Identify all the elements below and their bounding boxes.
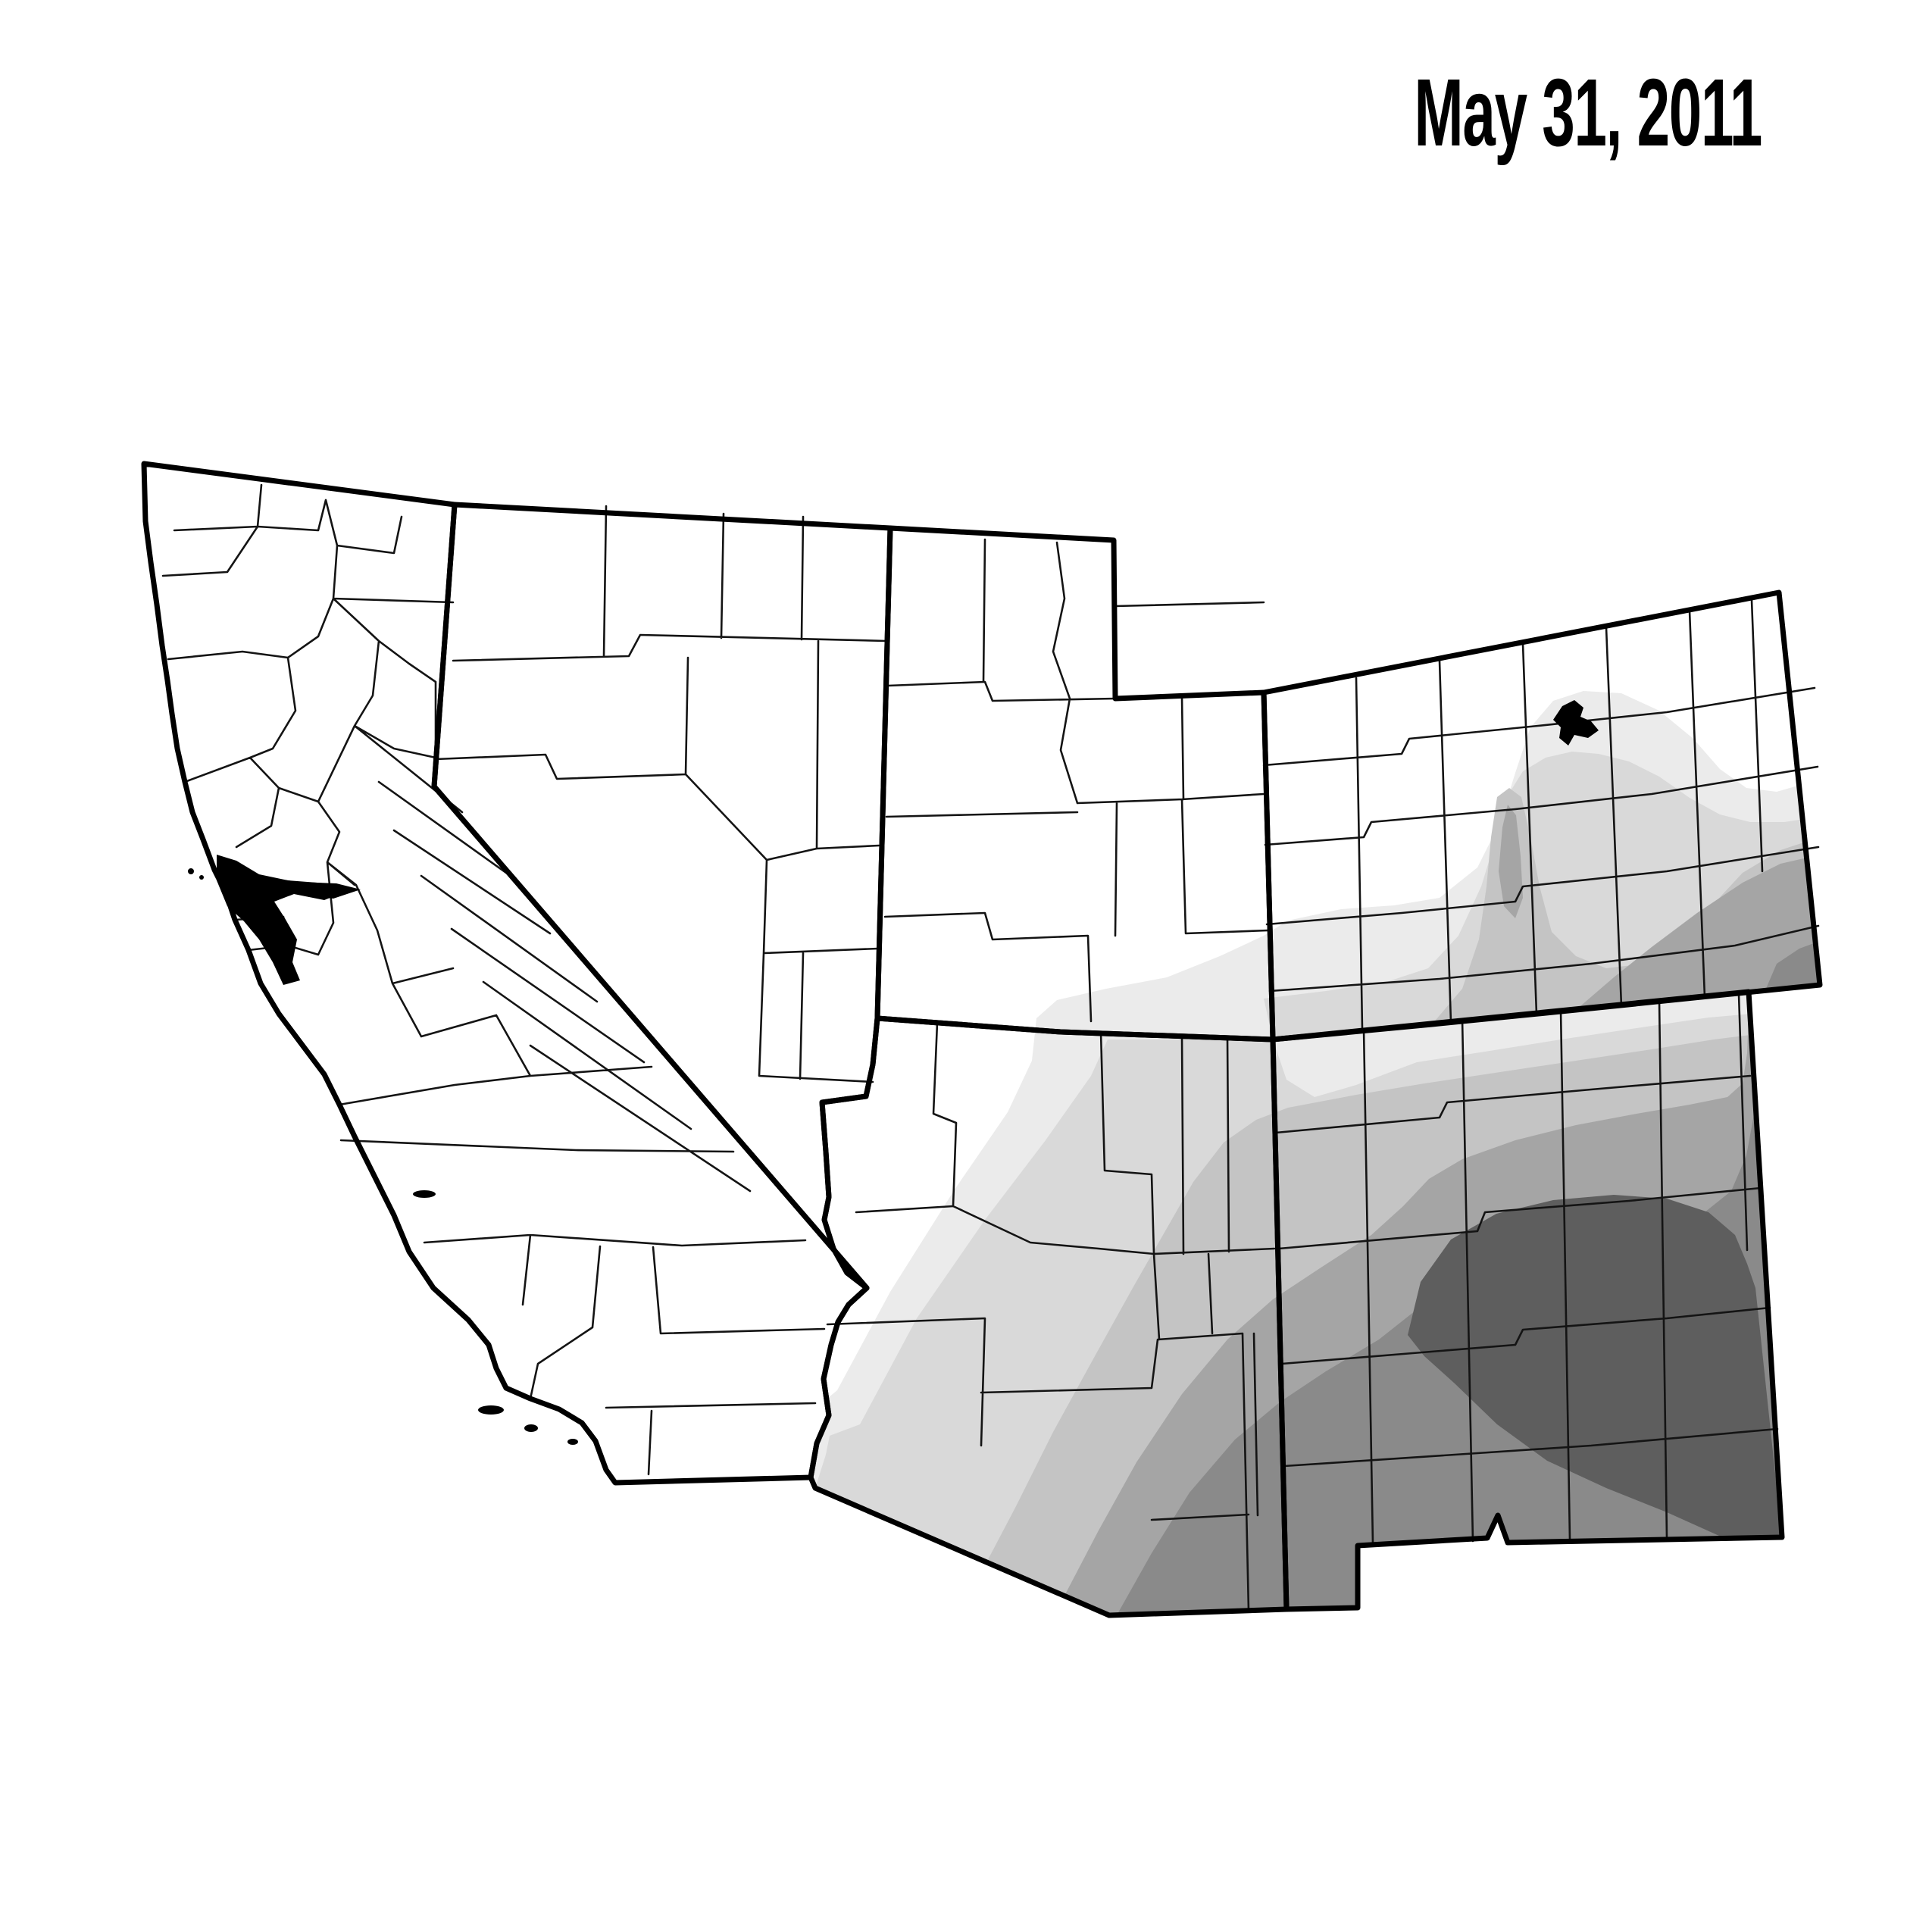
denver-metro-icon bbox=[1553, 700, 1599, 746]
page-title: May 31, 2011 bbox=[1285, 65, 1891, 161]
shade-level-6 bbox=[1408, 1195, 1782, 1540]
date-title-text: May 31, 2011 bbox=[1414, 59, 1763, 166]
channel-island-icon bbox=[567, 1439, 578, 1445]
delta-waterways-icon bbox=[267, 877, 361, 899]
county-boundaries bbox=[161, 483, 1820, 1612]
counties-california bbox=[161, 483, 826, 1476]
counties-new-mexico bbox=[1274, 993, 1779, 1546]
channel-island-icon bbox=[478, 1405, 504, 1415]
map-features bbox=[188, 700, 1599, 1445]
channel-island-icon bbox=[413, 1190, 436, 1198]
counties-nevada bbox=[434, 505, 888, 1083]
counties-utah bbox=[883, 538, 1270, 1023]
channel-island-icon bbox=[524, 1424, 538, 1432]
farallon-island-icon bbox=[188, 868, 194, 874]
counties-colorado bbox=[1262, 599, 1820, 1030]
counties-arizona bbox=[826, 1021, 1276, 1612]
island-dot-icon bbox=[199, 875, 204, 880]
